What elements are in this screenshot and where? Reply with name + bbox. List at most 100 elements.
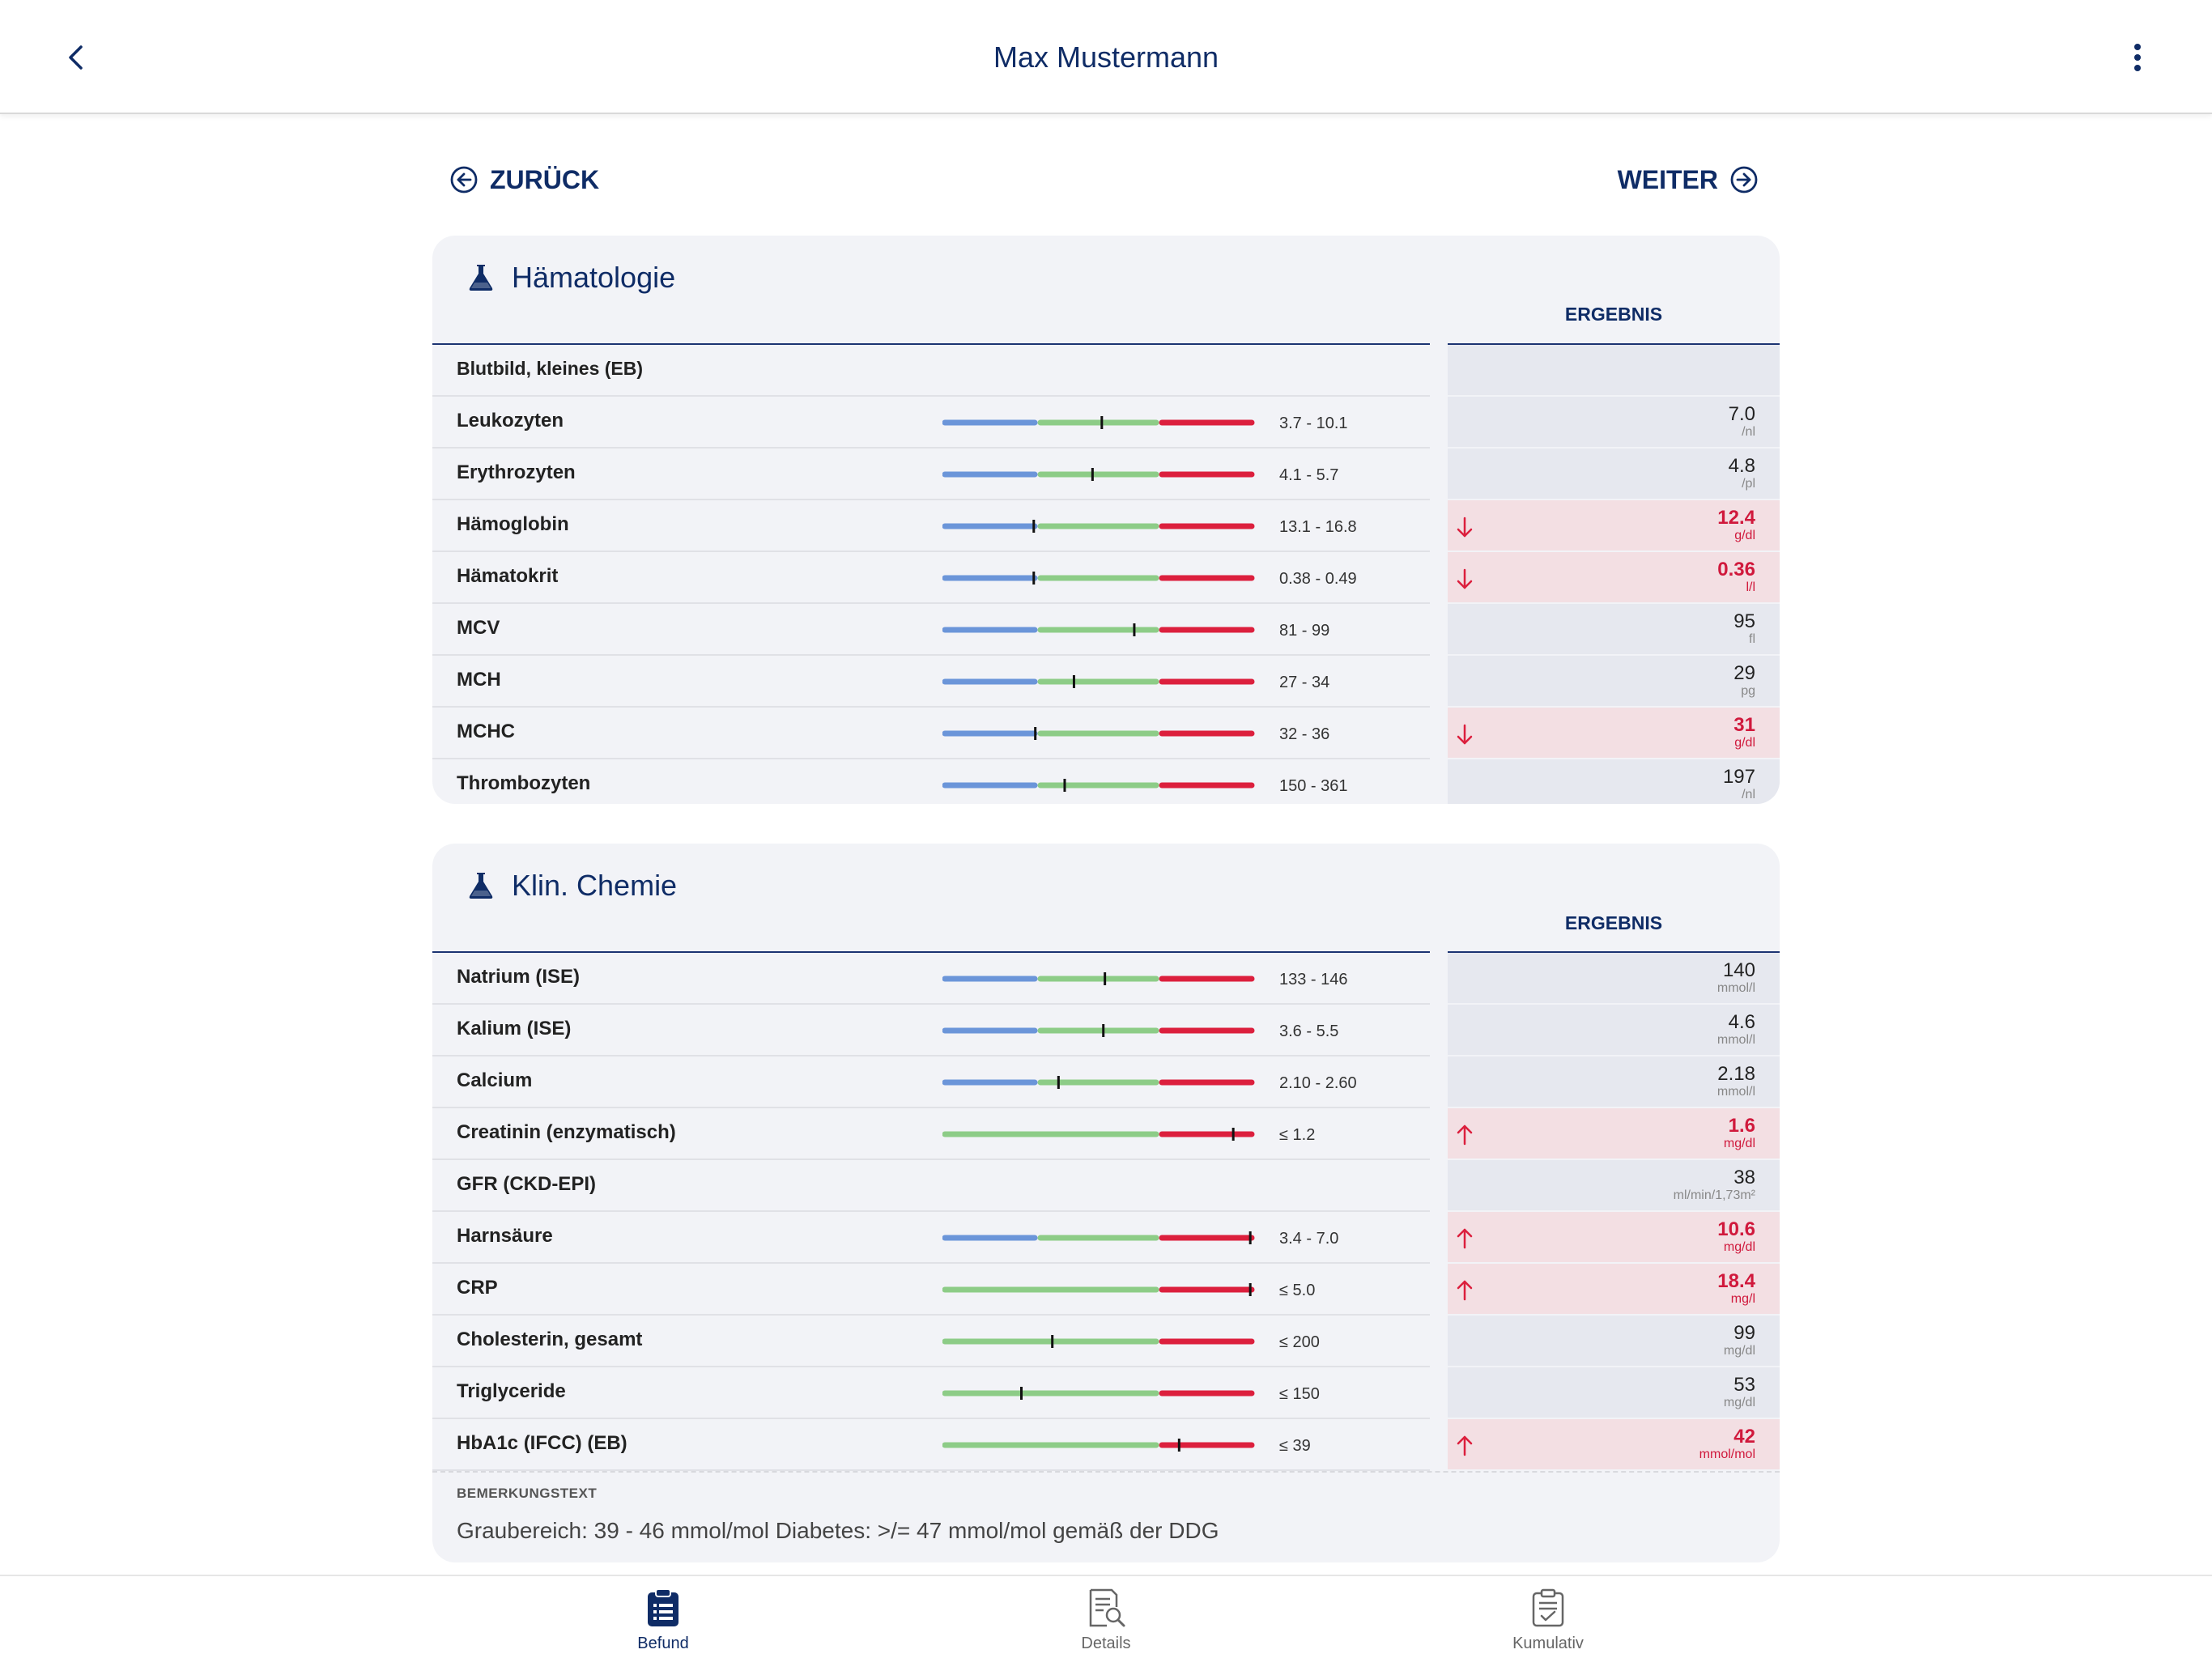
reference-range: 3.7 - 10.1 xyxy=(1279,414,1348,432)
lab-result-row[interactable]: Leukozyten 3.7 - 10.1 7.0/nl xyxy=(432,397,1780,449)
remark-box: BEMERKUNGSTEXT Graubereich: 39 - 46 mmol… xyxy=(432,1471,1780,1562)
result-value: 7.0 xyxy=(1728,403,1755,425)
test-name: Cholesterin, gesamt xyxy=(457,1329,643,1350)
reference-range-bar xyxy=(942,1439,1255,1452)
reference-range-bar xyxy=(942,572,1255,585)
flask-icon xyxy=(469,265,493,291)
lab-result-row[interactable]: GFR (CKD-EPI) 38 ml/min/1,73m² xyxy=(432,1160,1780,1212)
result-cell: 29 pg xyxy=(1448,656,1780,708)
result-cell xyxy=(1448,345,1780,397)
result-cell: 4.6 mmol/l xyxy=(1448,1005,1780,1056)
lab-result-row[interactable]: Triglyceride ≤ 150 53 mg/dl xyxy=(432,1367,1780,1419)
result-unit: mg/dl xyxy=(1723,1137,1755,1150)
back-button[interactable] xyxy=(57,37,97,78)
result-value: 1.6 xyxy=(1728,1115,1755,1137)
arrow-up-icon xyxy=(1457,1124,1473,1146)
result-unit: /nl xyxy=(1742,425,1755,439)
group-header-row: Blutbild, kleines (EB) xyxy=(432,345,1780,397)
reference-range: ≤ 5.0 xyxy=(1279,1282,1316,1299)
more-menu-button[interactable] xyxy=(2121,37,2154,78)
test-name: Creatinin (enzymatisch) xyxy=(457,1121,676,1143)
divider xyxy=(432,343,1430,345)
lab-result-row[interactable]: Creatinin (enzymatisch) ≤ 1.2 1.6 mg/dl xyxy=(432,1108,1780,1160)
result-cell: 99 mg/dl xyxy=(1448,1316,1780,1367)
lab-result-row[interactable]: MCH 27 - 34 29 pg xyxy=(432,656,1780,708)
zurueck-button[interactable]: ZURÜCK xyxy=(449,160,599,199)
section-title: Klin. Chemie xyxy=(468,861,677,910)
lab-result-row[interactable]: Hämatokrit 0.38 - 0.49 0.36 l/l xyxy=(432,552,1780,604)
clipboard-list-icon xyxy=(648,1588,678,1626)
ergebnis-header: ERGEBNIS xyxy=(1564,912,1663,933)
result-unit: l/l xyxy=(1746,580,1755,594)
reference-range-bar xyxy=(942,520,1255,533)
arrow-up-icon xyxy=(1457,1435,1473,1456)
tab-befund[interactable]: Befund xyxy=(582,1588,744,1653)
test-name: Hämoglobin xyxy=(457,513,569,535)
weiter-label: WEITER xyxy=(1617,164,1718,194)
range-bar xyxy=(942,1387,1255,1400)
ergebnis-header: ERGEBNIS xyxy=(1564,304,1663,325)
lab-result-row[interactable]: MCV 81 - 99 95 fl xyxy=(432,604,1780,656)
result-unit: mmol/l xyxy=(1716,981,1755,995)
test-name: Thrombozyten xyxy=(457,772,591,794)
clipboard-check-icon xyxy=(1532,1588,1564,1627)
result-cell: 1.6 mg/dl xyxy=(1448,1108,1780,1160)
test-name: Blutbild, kleines (EB) xyxy=(457,358,644,379)
divider xyxy=(1448,343,1780,345)
reference-range: 4.1 - 5.7 xyxy=(1279,466,1339,484)
range-bar xyxy=(942,416,1255,429)
lab-result-row[interactable]: Thrombozyten 150 - 361 197/nl xyxy=(432,759,1780,804)
tab-details[interactable]: Details xyxy=(1025,1588,1187,1653)
lab-result-row[interactable]: CRP ≤ 5.0 18.4 mg/l xyxy=(432,1264,1780,1316)
test-name: Kalium (ISE) xyxy=(457,1018,572,1039)
lab-result-row[interactable]: HbA1c (IFCC) (EB) ≤ 39 42 mmol/mol xyxy=(432,1419,1780,1471)
weiter-button[interactable]: WEITER xyxy=(1618,160,1759,199)
result-value: 29 xyxy=(1733,662,1755,684)
result-rows: Blutbild, kleines (EB) Leukozyten 3.7 - 10… xyxy=(432,345,1780,804)
section-haematologie: Hämatologie ERGEBNIS Blutbild, kleines (… xyxy=(432,236,1780,804)
result-cell: 18.4 mg/l xyxy=(1448,1264,1780,1316)
result-value: 4.6 xyxy=(1728,1011,1755,1033)
zurueck-label: ZURÜCK xyxy=(490,164,600,194)
result-cell: 53 mg/dl xyxy=(1448,1367,1780,1419)
lab-result-row[interactable]: Cholesterin, gesamt ≤ 200 99 mg/dl xyxy=(432,1316,1780,1367)
reference-range: 2.10 - 2.60 xyxy=(1279,1074,1357,1092)
result-cell: 38 ml/min/1,73m² xyxy=(1448,1160,1780,1212)
result-unit: mg/l xyxy=(1730,1292,1755,1306)
lab-result-row[interactable]: Hämoglobin 13.1 - 16.8 12.4 g/dl xyxy=(432,500,1780,552)
tab-kumulativ[interactable]: Kumulativ xyxy=(1467,1588,1629,1653)
range-bar xyxy=(942,779,1255,792)
tab-label: Befund xyxy=(637,1635,689,1652)
result-value: 2.18 xyxy=(1717,1063,1755,1085)
reference-range: ≤ 1.2 xyxy=(1279,1126,1316,1144)
reference-range-bar xyxy=(942,972,1255,985)
range-bar xyxy=(942,468,1255,481)
result-value: 10.6 xyxy=(1717,1218,1755,1240)
lab-result-row[interactable]: Natrium (ISE) 133 - 146 140 mmol/l xyxy=(432,953,1780,1005)
range-bar xyxy=(942,1439,1255,1452)
result-value: 38 xyxy=(1733,1167,1755,1188)
section-klin-chemie: Klin. Chemie ERGEBNIS Natrium (ISE) 133 -… xyxy=(432,844,1780,1562)
lab-result-row[interactable]: Calcium 2.10 - 2.60 2.18 mmol/l xyxy=(432,1056,1780,1108)
lab-result-row[interactable]: MCHC 32 - 36 31 g/dl xyxy=(432,708,1780,759)
lab-result-row[interactable]: Kalium (ISE) 3.6 - 5.5 4.6 mmol/l xyxy=(432,1005,1780,1056)
lab-result-row[interactable]: Harnsäure 3.4 - 7.0 10.6 mg/dl xyxy=(432,1212,1780,1264)
lab-result-row[interactable]: Erythrozyten 4.1 - 5.7 4.8/pl xyxy=(432,449,1780,500)
result-value: 95 xyxy=(1733,610,1755,632)
test-name: Harnsäure xyxy=(457,1225,553,1247)
result-unit: g/dl xyxy=(1734,736,1755,750)
test-name: Erythrozyten xyxy=(457,461,576,483)
more-vertical-icon xyxy=(2134,44,2141,71)
result-unit: mg/dl xyxy=(1723,1240,1755,1254)
result-value: 18.4 xyxy=(1717,1270,1755,1292)
range-bar xyxy=(942,675,1255,688)
result-unit: /pl xyxy=(1742,477,1755,491)
result-value: 99 xyxy=(1733,1322,1755,1344)
result-unit: /nl xyxy=(1742,788,1755,801)
test-name: HbA1c (IFCC) (EB) xyxy=(457,1432,627,1454)
result-value: 12.4 xyxy=(1717,507,1755,529)
range-bar xyxy=(942,520,1255,533)
reference-range-bar xyxy=(942,727,1255,740)
reference-range-bar xyxy=(942,1387,1255,1400)
reference-range-bar xyxy=(942,675,1255,688)
